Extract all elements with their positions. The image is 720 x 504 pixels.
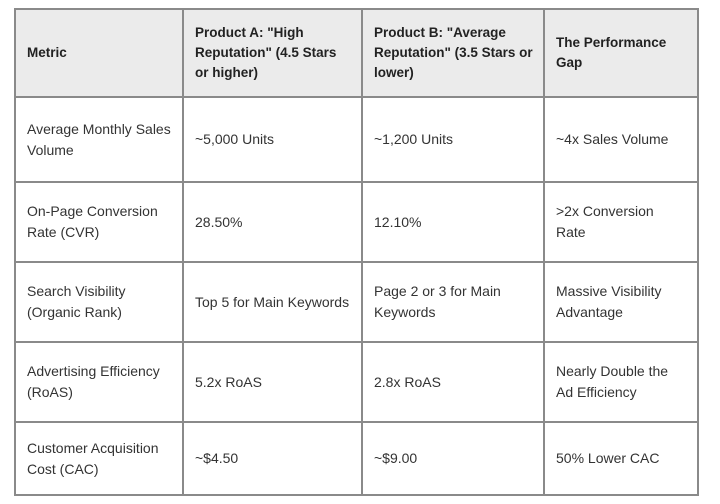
value-cell: Massive Visibility Advantage — [543, 261, 699, 343]
comparison-table: Metric Product A: "High Reputation" (4.5 … — [14, 8, 699, 496]
value-cell: Nearly Double the Ad Efficiency — [543, 341, 699, 423]
table-row: Customer Acquisition Cost (CAC) ~$4.50 ~$9… — [14, 421, 699, 496]
table-row: Advertising Efficiency (RoAS) 5.2x RoAS 2.… — [14, 341, 699, 423]
value-cell: 12.10% — [361, 181, 545, 263]
column-header: Product B: "Average Reputation" (3.5 Sta… — [361, 8, 545, 98]
value-cell: 50% Lower CAC — [543, 421, 699, 496]
header-row: Metric Product A: "High Reputation" (4.5 … — [14, 8, 699, 98]
value-cell: ~1,200 Units — [361, 96, 545, 183]
value-cell: 5.2x RoAS — [182, 341, 363, 423]
column-header: Product A: "High Reputation" (4.5 Stars … — [182, 8, 363, 98]
metric-cell: Advertising Efficiency (RoAS) — [14, 341, 184, 423]
value-cell: ~4x Sales Volume — [543, 96, 699, 183]
metric-cell: Customer Acquisition Cost (CAC) — [14, 421, 184, 496]
value-cell: Top 5 for Main Keywords — [182, 261, 363, 343]
metric-cell: On-Page Conversion Rate (CVR) — [14, 181, 184, 263]
value-cell: ~5,000 Units — [182, 96, 363, 183]
value-cell: ~$4.50 — [182, 421, 363, 496]
value-cell: 28.50% — [182, 181, 363, 263]
value-cell: 2.8x RoAS — [361, 341, 545, 423]
metric-cell: Average Monthly Sales Volume — [14, 96, 184, 183]
value-cell: ~$9.00 — [361, 421, 545, 496]
value-cell: >2x Conversion Rate — [543, 181, 699, 263]
column-header: The Performance Gap — [543, 8, 699, 98]
table-row: Search Visibility (Organic Rank) Top 5 fo… — [14, 261, 699, 343]
metric-cell: Search Visibility (Organic Rank) — [14, 261, 184, 343]
column-header: Metric — [14, 8, 184, 98]
table-row: Average Monthly Sales Volume ~5,000 Units… — [14, 96, 699, 183]
value-cell: Page 2 or 3 for Main Keywords — [361, 261, 545, 343]
table-row: On-Page Conversion Rate (CVR) 28.50% 12.10… — [14, 181, 699, 263]
